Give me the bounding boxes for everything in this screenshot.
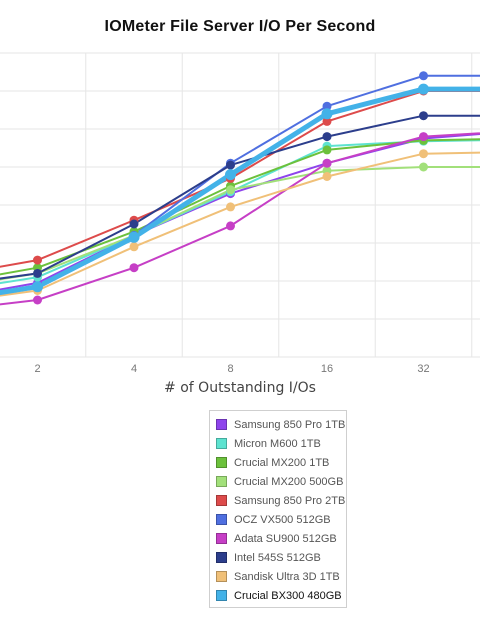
legend-item[interactable]: OCZ VX500 512GB [210,510,346,529]
legend-label: Adata SU900 512GB [234,532,337,545]
x-tick-label: 4 [131,363,137,375]
legend-swatch [216,438,227,449]
legend-label: Samsung 850 Pro 1TB [234,418,346,431]
legend-item[interactable]: Samsung 850 Pro 1TB [210,415,346,434]
data-point [33,255,42,265]
legend-swatch [216,533,227,544]
legend-item[interactable]: Sandisk Ultra 3D 1TB [210,567,346,586]
legend-swatch [216,571,227,582]
legend-item[interactable]: Crucial MX200 1TB [210,453,346,472]
series-points [32,71,429,305]
data-point [129,263,139,273]
data-point [226,160,235,170]
data-point [322,145,332,155]
legend-swatch [216,590,227,601]
x-tick-label: 2 [34,363,40,375]
legend-label: OCZ VX500 512GB [234,513,331,526]
legend-item[interactable]: Crucial BX300 480GB [210,586,346,605]
legend-label: Samsung 850 Pro 2TB [234,494,346,507]
legend-swatch [216,419,227,430]
legend-swatch [216,495,227,506]
legend-item[interactable]: Micron M600 1TB [210,434,346,453]
data-point [226,221,235,231]
data-point [321,108,333,120]
legend-swatch [216,457,227,468]
data-point [322,132,332,142]
legend-swatch [216,514,227,525]
data-point [418,83,429,95]
legend-item[interactable]: Crucial MX200 500GB [210,472,346,491]
data-point [226,202,235,212]
data-point [322,116,332,126]
x-tick-labels: 2 4 8 16 32 [34,363,429,375]
data-point [419,149,428,159]
data-point [33,268,42,278]
data-point [322,101,332,111]
data-point [419,71,428,81]
chart-title: IOMeter File Server I/O Per Second [104,18,376,35]
data-point [322,172,332,181]
legend-item[interactable]: Adata SU900 512GB [210,529,346,548]
x-axis-label: # of Outstanding I/Os [164,380,316,396]
data-point [419,111,428,121]
legend-label: Crucial MX200 1TB [234,456,330,469]
data-point [225,169,236,181]
grid [0,52,480,358]
legend-label: Micron M600 1TB [234,437,321,450]
legend-item[interactable]: Intel 545S 512GB [210,548,346,567]
legend-label: Crucial MX200 500GB [234,475,344,488]
legend-label: Sandisk Ultra 3D 1TB [234,570,340,583]
legend-label: Intel 545S 512GB [234,551,321,564]
data-point [128,231,140,243]
legend-swatch [216,552,227,563]
legend: Samsung 850 Pro 1TB Micron M600 1TB Crucia… [209,410,347,608]
series-lines [0,74,480,306]
x-tick-label: 32 [417,363,429,375]
data-point [226,185,235,195]
x-tick-label: 8 [227,363,233,375]
legend-item[interactable]: Samsung 850 Pro 2TB [210,491,346,510]
data-point [129,242,139,252]
data-point [419,162,428,172]
data-point [322,158,332,168]
data-point [129,219,139,229]
legend-swatch [216,476,227,487]
data-point [419,132,428,142]
data-point [33,295,42,305]
data-point [32,281,43,293]
legend-label: Crucial BX300 480GB [234,589,342,602]
x-tick-label: 16 [321,363,333,375]
series-line [0,86,480,296]
